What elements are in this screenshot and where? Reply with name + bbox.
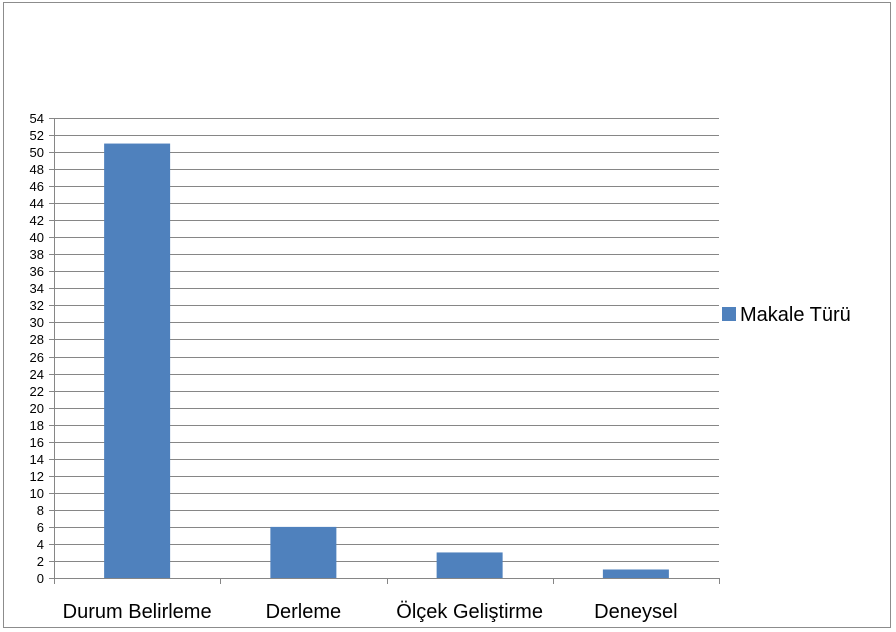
y-tick-label: 52 (30, 128, 44, 143)
legend: Makale Türü (722, 304, 851, 326)
y-tick-label: 30 (30, 315, 44, 330)
y-tick-label: 44 (30, 196, 44, 211)
bar (270, 526, 337, 578)
y-tick-label: 10 (30, 486, 44, 501)
y-tick-label: 18 (30, 418, 44, 433)
y-tick-label: 22 (30, 384, 44, 399)
y-tick-label: 8 (37, 503, 44, 518)
y-tick-label: 54 (30, 111, 44, 126)
y-tick-label: 16 (30, 435, 44, 450)
y-tick-label: 46 (30, 179, 44, 194)
y-tick-label: 24 (30, 367, 44, 382)
bar (436, 552, 503, 578)
y-tick-label: 20 (30, 401, 44, 416)
y-tick-label: 38 (30, 247, 44, 262)
y-tick-label: 40 (30, 230, 44, 245)
y-axis-tick-labels: 0246810121416182022242628303234363840424… (30, 111, 44, 586)
y-tick-label: 48 (30, 162, 44, 177)
bars (104, 143, 669, 579)
y-tick-label: 12 (30, 469, 44, 484)
y-tick-label: 2 (37, 554, 44, 569)
legend-swatch (722, 307, 736, 321)
y-tick-label: 0 (37, 571, 44, 586)
y-tick-label: 6 (37, 520, 44, 535)
bar (104, 143, 171, 579)
bar (602, 569, 669, 578)
y-tick-label: 32 (30, 298, 44, 313)
x-axis-category-labels: Durum Belirleme Derleme Ölçek Geliştirme De… (63, 601, 678, 623)
x-category-label: Durum Belirleme (63, 601, 212, 623)
x-category-label: Ölçek Geliştirme (396, 601, 543, 623)
axes (49, 118, 720, 584)
y-tick-label: 14 (30, 452, 44, 467)
x-category-label: Derleme (266, 601, 342, 623)
y-tick-label: 36 (30, 264, 44, 279)
y-tick-label: 42 (30, 213, 44, 228)
y-tick-label: 34 (30, 281, 44, 296)
y-tick-label: 26 (30, 350, 44, 365)
y-tick-label: 28 (30, 332, 44, 347)
legend-label: Makale Türü (740, 304, 851, 326)
y-tick-label: 4 (37, 537, 44, 552)
y-tick-label: 50 (30, 145, 44, 160)
x-category-label: Deneysel (594, 601, 677, 623)
